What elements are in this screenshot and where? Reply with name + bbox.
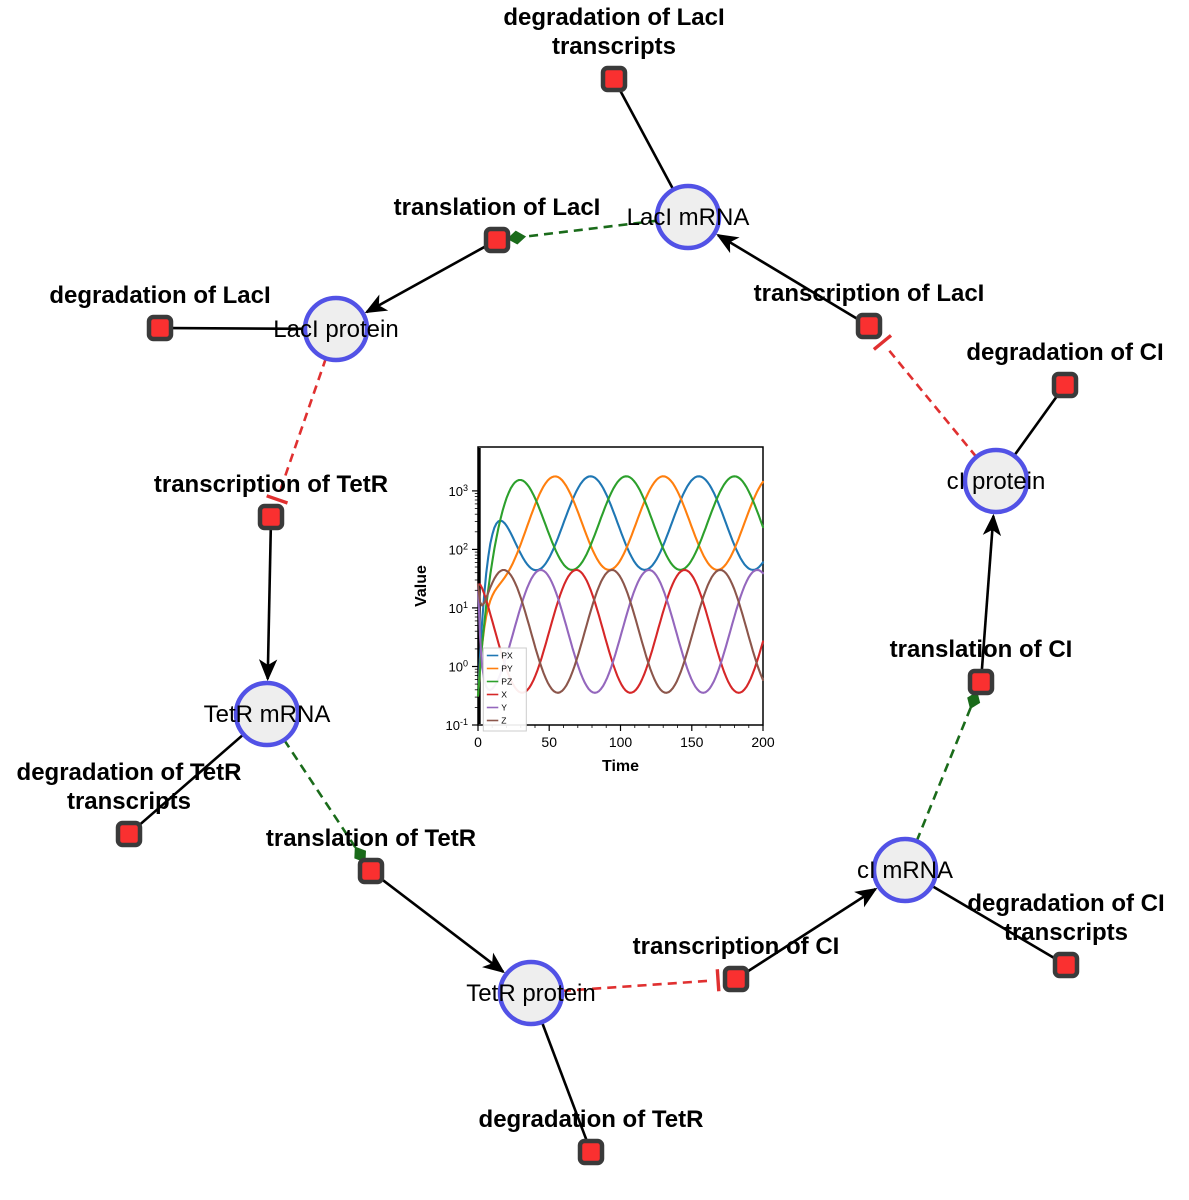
- svg-text:translation of LacI: translation of LacI: [394, 194, 601, 221]
- svg-text:TetR mRNA: TetR mRNA: [204, 701, 331, 728]
- svg-text:101: 101: [449, 600, 468, 616]
- svg-text:100: 100: [449, 659, 468, 675]
- svg-text:Time: Time: [602, 758, 639, 775]
- svg-text:200: 200: [751, 734, 775, 750]
- svg-text:103: 103: [449, 483, 468, 499]
- svg-text:50: 50: [541, 734, 557, 750]
- svg-text:transcription of CI: transcription of CI: [633, 933, 840, 960]
- svg-text:Y: Y: [501, 702, 507, 712]
- svg-text:cI mRNA: cI mRNA: [857, 857, 953, 884]
- svg-text:degradation of TetR: degradation of TetR: [479, 1106, 704, 1133]
- svg-text:degradation of CI: degradation of CI: [966, 339, 1163, 366]
- svg-text:PZ: PZ: [501, 676, 512, 686]
- svg-text:Z: Z: [501, 715, 506, 725]
- svg-text:0: 0: [474, 734, 482, 750]
- svg-text:degradation of LacI: degradation of LacI: [49, 282, 270, 309]
- svg-text:102: 102: [449, 541, 468, 557]
- svg-text:transcription of LacI: transcription of LacI: [754, 280, 985, 307]
- svg-text:transcription of TetR: transcription of TetR: [154, 471, 388, 498]
- svg-text:10-1: 10-1: [446, 717, 468, 733]
- svg-text:cI protein: cI protein: [947, 468, 1046, 495]
- svg-text:translation of TetR: translation of TetR: [266, 825, 476, 852]
- svg-text:TetR protein: TetR protein: [466, 980, 595, 1007]
- svg-text:X: X: [501, 689, 507, 699]
- svg-text:PY: PY: [501, 663, 513, 673]
- svg-text:translation of CI: translation of CI: [890, 636, 1073, 663]
- svg-text:Value: Value: [413, 565, 430, 607]
- svg-text:150: 150: [680, 734, 704, 750]
- svg-text:100: 100: [609, 734, 633, 750]
- svg-text:LacI mRNA: LacI mRNA: [627, 204, 750, 231]
- svg-text:LacI protein: LacI protein: [273, 316, 398, 343]
- svg-text:PX: PX: [501, 650, 513, 660]
